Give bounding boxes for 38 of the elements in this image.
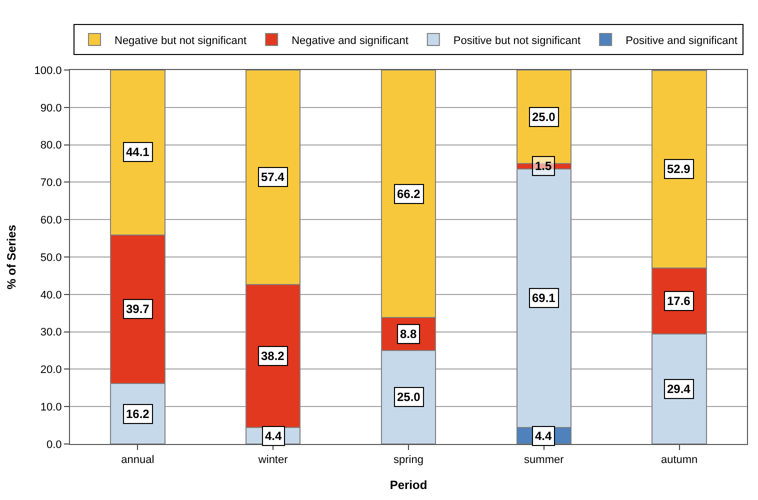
y-tick-label: 40.0 <box>40 289 62 302</box>
data-label: 44.1 <box>126 145 150 159</box>
data-label: 69.1 <box>532 291 556 305</box>
data-label: 8.8 <box>400 327 418 341</box>
data-label: 52.9 <box>667 162 691 176</box>
y-tick-label: 90.0 <box>40 102 62 114</box>
x-axis-title: Period <box>390 478 428 492</box>
y-tick-label: 50.0 <box>40 252 62 264</box>
data-label: 4.4 <box>535 429 552 443</box>
y-tick-label: 10.0 <box>40 401 62 414</box>
y-tick-label: 80.0 <box>40 140 62 152</box>
y-tick-label: 70.0 <box>40 177 62 190</box>
y-tick-label: 100.0 <box>34 64 62 77</box>
y-tick-label: 30.0 <box>40 326 62 339</box>
data-label: 25.0 <box>532 110 556 124</box>
x-tick-label: summer <box>524 454 564 466</box>
y-tick-label: 60.0 <box>40 214 62 226</box>
legend-label: Negative but not significant <box>114 34 247 47</box>
x-tick-label: spring <box>394 454 424 466</box>
data-label: 57.4 <box>261 170 285 184</box>
x-tick-label: annual <box>121 454 154 466</box>
legend-label: Negative and significant <box>292 34 408 47</box>
legend-label: Positive and significant <box>626 34 738 47</box>
x-tick-label: winter <box>257 454 288 466</box>
data-label: 39.7 <box>126 302 150 316</box>
data-label: 17.6 <box>667 294 691 308</box>
y-axis-title: % of Series <box>4 224 19 290</box>
x-tick-label: autumn <box>660 454 698 466</box>
data-label: 1.5 <box>535 159 552 173</box>
y-tick-label: 0.0 <box>46 438 62 451</box>
data-label: 16.2 <box>126 407 150 421</box>
data-label: 4.4 <box>265 429 282 443</box>
data-label: 38.2 <box>261 349 285 363</box>
y-tick-label: 20.0 <box>40 364 62 376</box>
data-label: 66.2 <box>397 187 421 201</box>
data-label: 29.4 <box>667 382 691 396</box>
legend-label: Positive but not significant <box>453 34 581 47</box>
data-label: 25.0 <box>397 390 421 404</box>
